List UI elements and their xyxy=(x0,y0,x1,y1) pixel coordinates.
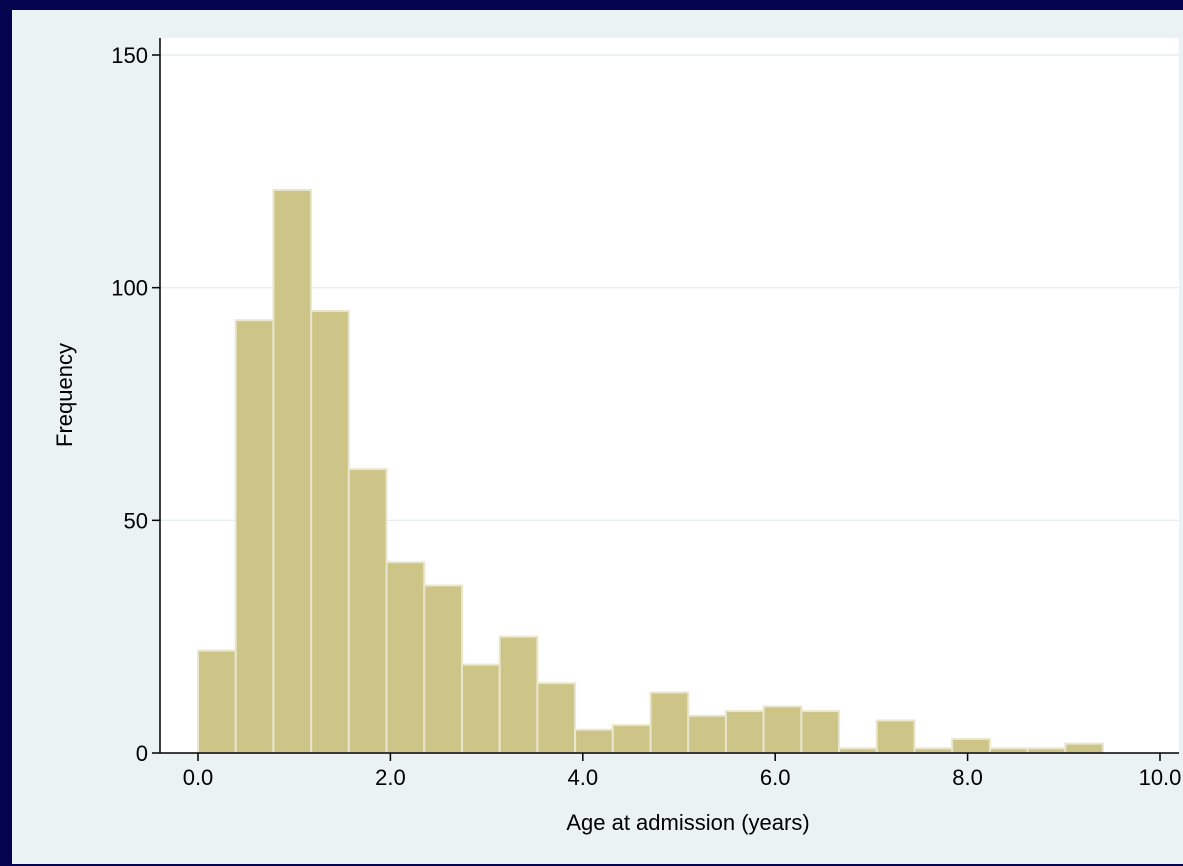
y-tick-label: 0 xyxy=(136,741,148,766)
histogram-bar xyxy=(649,691,690,754)
y-tick-label: 150 xyxy=(111,43,148,68)
histogram-chart: 0.0 2.0 4.0 6.0 8.0 10.0 0 50 100 150 Age at admi… xyxy=(52,38,1181,835)
histogram-bar xyxy=(234,319,275,754)
axes xyxy=(159,38,1179,754)
histogram-bar xyxy=(687,714,727,754)
x-tick-label: 4.0 xyxy=(568,765,599,790)
x-tick-label: 10.0 xyxy=(1139,765,1182,790)
histogram-bar xyxy=(762,705,803,755)
x-tick-label: 6.0 xyxy=(760,765,791,790)
histogram-bar xyxy=(272,188,313,755)
x-tick-label: 2.0 xyxy=(375,765,406,790)
x-tick-label: 0.0 xyxy=(183,765,214,790)
x-axis-label: Age at admission (years) xyxy=(566,810,809,835)
histogram-bar xyxy=(951,738,991,754)
y-tick-label: 50 xyxy=(124,508,148,533)
x-tick-label: 8.0 xyxy=(952,765,983,790)
y-tick-label: 100 xyxy=(111,276,148,301)
histogram-bar xyxy=(197,649,237,754)
histogram-bar xyxy=(574,728,614,755)
histogram-bar xyxy=(875,719,916,755)
histogram-bar xyxy=(1064,742,1105,755)
histogram-bar xyxy=(498,635,539,755)
histogram-bar xyxy=(724,710,765,754)
chart-frame: 0.0 2.0 4.0 6.0 8.0 10.0 0 50 100 150 Age at admi… xyxy=(12,10,1183,864)
histogram-bar xyxy=(800,710,841,754)
y-axis-label: Frequency xyxy=(52,343,77,447)
histogram-bars xyxy=(197,188,1105,755)
histogram-bar xyxy=(385,561,426,754)
axis-ticks: 0.0 2.0 4.0 6.0 8.0 10.0 0 50 100 150 xyxy=(111,43,1181,790)
histogram-bar xyxy=(536,682,577,755)
histogram-bar xyxy=(460,663,501,754)
histogram-bar xyxy=(423,584,463,754)
histogram-bar xyxy=(310,309,350,754)
histogram-bar xyxy=(347,468,388,754)
histogram-bar xyxy=(611,724,652,755)
